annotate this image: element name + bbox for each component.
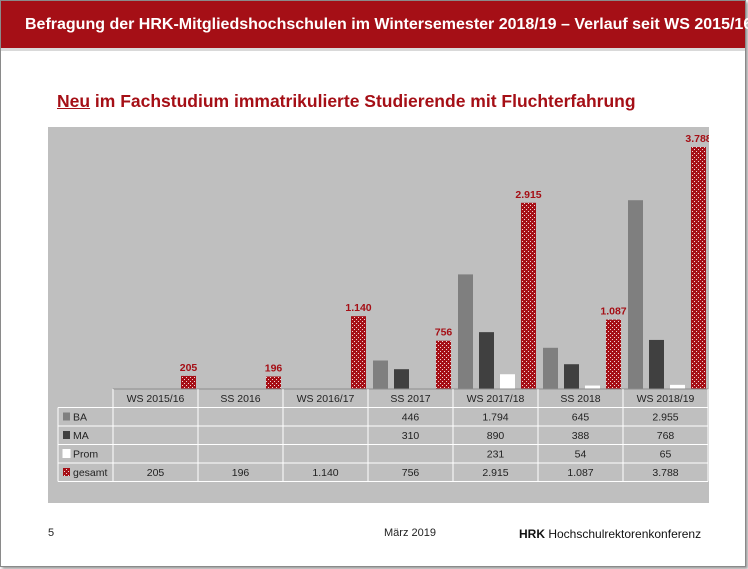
legend-label-gesamt: gesamt	[73, 467, 108, 479]
category-label-ws-2017-18: WS 2017/18	[467, 393, 525, 405]
table-cell-gesamt-ws-2016-17: 1.140	[312, 467, 338, 479]
category-label-ss-2017: SS 2017	[390, 393, 430, 405]
table-cell-prom-ws-2018-19: 65	[660, 449, 672, 461]
table-cell-ba-ws-2017-18: 1.794	[482, 412, 508, 424]
bar-gesamt-ss-2017	[436, 340, 451, 389]
bar-gesamt-ss-2016	[266, 376, 281, 389]
data-label-gesamt-ws-2017-18: 2.915	[515, 189, 541, 201]
table-cell-gesamt-ss-2018: 1.087	[567, 467, 593, 479]
brand-short: HRK	[519, 527, 545, 541]
category-label-ss-2016: SS 2016	[220, 393, 260, 405]
data-label-gesamt-ss-2016: 196	[265, 362, 283, 374]
subtitle-highlight: Neu	[57, 91, 91, 111]
bar-gesamt-ws-2018-19	[691, 147, 706, 389]
legend-swatch-ma	[63, 431, 70, 439]
data-label-gesamt-ws-2018-19: 3.788	[685, 133, 709, 145]
table-cell-ba-ss-2017: 446	[402, 412, 420, 424]
bar-ma-ss-2017	[394, 369, 409, 389]
bar-ma-ws-2018-19	[649, 339, 664, 389]
data-label-gesamt-ss-2018: 1.087	[600, 306, 626, 318]
table-cell-prom-ws-2017-18: 231	[487, 449, 505, 461]
header-bar: Befragung der HRK-Mitgliedshochschulen i…	[1, 1, 748, 51]
category-label-ws-2016-17: WS 2016/17	[297, 393, 355, 405]
bar-prom-ss-2018	[585, 385, 600, 389]
chart-subtitle: Neu im Fachstudium immatrikulierte Studi…	[57, 91, 636, 112]
legend-swatch-prom	[62, 449, 71, 458]
table-cell-ma-ws-2018-19: 768	[657, 430, 675, 442]
subtitle-text: im Fachstudium immatrikulierte Studieren…	[90, 91, 636, 111]
table-cell-gesamt-ss-2016: 196	[232, 467, 250, 479]
bar-ba-ss-2017	[373, 360, 388, 389]
bar-gesamt-ws-2017-18	[521, 202, 536, 389]
data-label-gesamt-ss-2017: 756	[435, 327, 453, 339]
bar-gesamt-ws-2015-16	[181, 375, 196, 389]
table-cell-ma-ws-2017-18: 890	[487, 430, 505, 442]
bar-ba-ss-2018	[543, 347, 558, 389]
table-cell-gesamt-ss-2017: 756	[402, 467, 420, 479]
footer-brand: HRK Hochschulrektorenkonferenz	[519, 527, 701, 541]
legend-label-prom: Prom	[73, 449, 98, 461]
bar-ma-ss-2018	[564, 364, 579, 389]
bar-prom-ws-2017-18	[500, 374, 515, 389]
bar-gesamt-ws-2016-17	[351, 316, 366, 389]
table-cell-gesamt-ws-2018-19: 3.788	[652, 467, 678, 479]
bar-gesamt-ss-2018	[606, 319, 621, 389]
legend-label-ba: BA	[73, 412, 87, 424]
table-cell-gesamt-ws-2015-16: 205	[147, 467, 165, 479]
bar-ma-ws-2017-18	[479, 332, 494, 389]
bar-prom-ws-2018-19	[670, 384, 685, 389]
bar-ba-ws-2017-18	[458, 274, 473, 389]
legend-label-ma: MA	[73, 430, 89, 442]
table-cell-gesamt-ws-2017-18: 2.915	[482, 467, 508, 479]
table-cell-ma-ss-2018: 388	[572, 430, 590, 442]
category-label-ws-2015-16: WS 2015/16	[127, 393, 185, 405]
legend-swatch-gesamt	[63, 468, 70, 476]
chart-area: 205 196 1.140 756 2.915 1.087 3.788 WS 2015/16 S…	[48, 127, 709, 503]
legend-swatch-ba	[63, 412, 70, 421]
header-title: Befragung der HRK-Mitgliedshochschulen i…	[25, 16, 748, 33]
bar-ba-ws-2018-19	[628, 200, 643, 389]
table-cell-prom-ss-2018: 54	[575, 449, 587, 461]
category-label-ws-2018-19: WS 2018/19	[637, 393, 695, 405]
page-number: 5	[48, 527, 55, 539]
category-label-ss-2018: SS 2018	[560, 393, 600, 405]
data-label-gesamt-ws-2016-17: 1.140	[345, 302, 371, 314]
brand-long: Hochschulrektorenkonferenz	[545, 527, 702, 541]
table-cell-ba-ss-2018: 645	[572, 412, 590, 424]
data-label-gesamt-ws-2015-16: 205	[180, 362, 198, 374]
chart-svg: 205 196 1.140 756 2.915 1.087 3.788 WS 2015/16 S…	[57, 133, 709, 482]
table-cell-ma-ss-2017: 310	[402, 430, 420, 442]
footer-date: März 2019	[384, 527, 436, 539]
table-cell-ba-ws-2018-19: 2.955	[652, 412, 678, 424]
